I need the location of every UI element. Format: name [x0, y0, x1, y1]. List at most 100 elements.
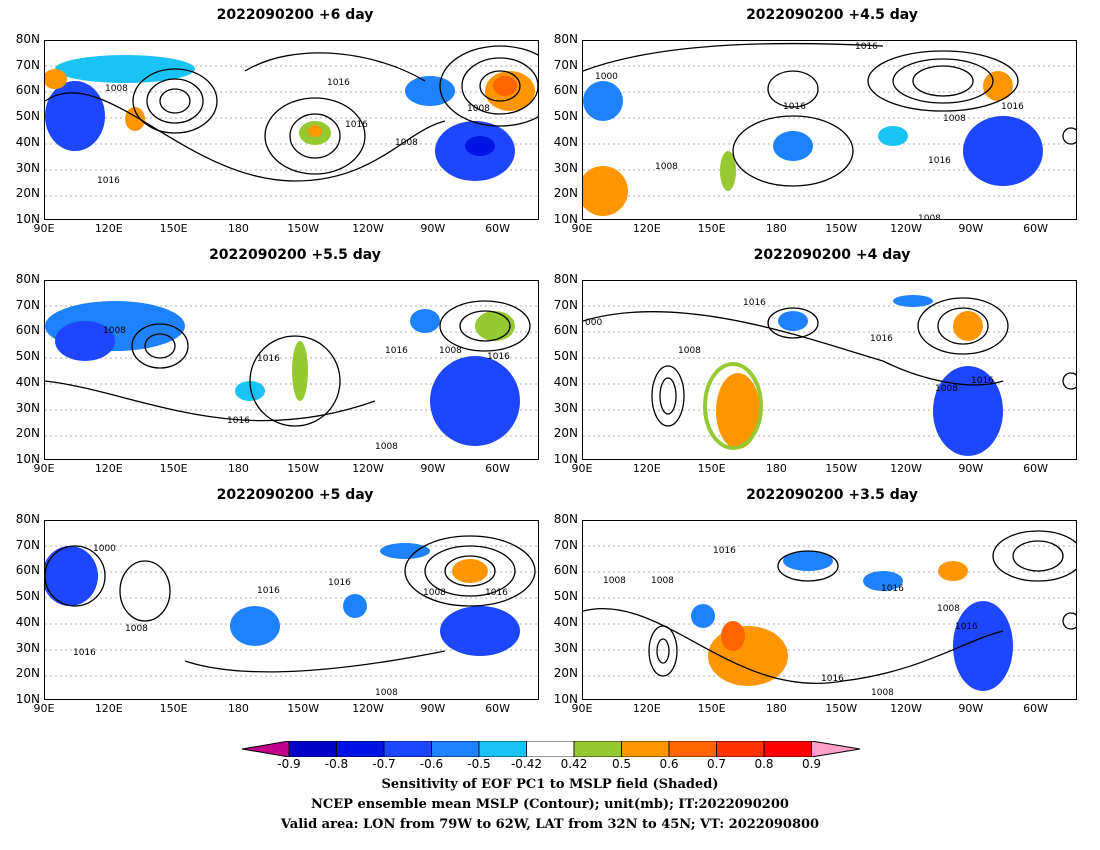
lat-tick-label: 70N: [553, 57, 578, 72]
lat-tick-label: 40N: [15, 134, 40, 149]
lat-tick-label: 60N: [553, 563, 578, 578]
contour-label: 1016: [881, 584, 904, 594]
colorbar-tick-label: 0.6: [659, 757, 679, 771]
contour-label: 1008: [678, 346, 701, 356]
lat-tick-label: 70N: [15, 297, 40, 312]
contour-label: 1016: [345, 120, 368, 130]
colorbar-tick-label: -0.5: [467, 757, 491, 771]
contour-label: 1016: [743, 298, 766, 308]
contour-label: 1008: [375, 442, 398, 452]
contour-label: 1016: [713, 546, 736, 556]
lon-tick-label: 150W: [287, 702, 320, 715]
lat-tick-label: 10N: [553, 451, 578, 466]
map-graphic-4: 1016 000 1008 1016 1008 1016: [583, 295, 1076, 456]
map-graphic-2: 1016 1000 1016 1008 1016 1008 1016 1008: [583, 42, 1076, 220]
caption-contour: NCEP ensemble mean MSLP (Contour); unit(…: [311, 797, 789, 812]
lat-tick-label: 10N: [553, 691, 578, 706]
lon-tick-label: 60W: [485, 702, 511, 715]
lon-tick-label: 60W: [485, 462, 511, 475]
map-panel-6: 1016 1008 1008 1016 1008 1016 1016 1008: [582, 520, 1077, 700]
panel-title-4: 2022090200 +4 day: [753, 247, 911, 263]
colorbar-segment: [431, 741, 480, 757]
lon-tick-label: 90W: [420, 702, 446, 715]
lon-tick-label: 90W: [420, 222, 446, 235]
lon-tick-label: 90E: [571, 222, 593, 235]
lon-tick-label: 90E: [33, 462, 55, 475]
shade-blue: [405, 76, 455, 106]
colorbar-tick-label: 0.7: [706, 757, 727, 771]
contour-label: 000: [585, 318, 602, 328]
panel-title-1: 2022090200 +6 day: [216, 7, 374, 23]
lat-tick-label: 30N: [15, 640, 40, 655]
lat-tick-label: 60N: [553, 83, 578, 98]
map-panel-4: 1016 000 1008 1016 1008 1016: [582, 280, 1077, 460]
contour-label: 1016: [1001, 102, 1024, 112]
map-graphic-3: 1008 1016 1016 1016 1008 1016 1008: [45, 300, 538, 452]
lat-tick-label: 10N: [15, 691, 40, 706]
contour-label: 1016: [485, 588, 508, 598]
lat-tick-label: 10N: [15, 211, 40, 226]
lon-tick-label: 150W: [825, 702, 858, 715]
lat-tick-label: 50N: [15, 349, 40, 364]
contour-label: 1008: [467, 104, 490, 114]
colorbar-tick-label: 0.5: [611, 757, 632, 771]
lat-tick-label: 60N: [15, 323, 40, 338]
contour-label: 1008: [871, 688, 894, 698]
contour-label: 1016: [955, 622, 978, 632]
colorbar-segment: [763, 741, 812, 757]
lon-tick-label: 150E: [697, 462, 726, 475]
contour-label: 1016: [257, 586, 280, 596]
caption-shaded: Sensitivity of EOF PC1 to MSLP field (Sh…: [381, 777, 719, 792]
lat-tick-label: 40N: [553, 374, 578, 389]
colorbar-tick-label: -0.9: [277, 757, 301, 771]
colorbar-segment: [573, 741, 622, 757]
lon-tick-label: 90E: [33, 702, 55, 715]
shade-orange: [308, 125, 322, 137]
lon-tick-label: 120W: [352, 702, 384, 715]
panel-title-3: 2022090200 +5.5 day: [209, 247, 381, 263]
lon-tick-label: 120E: [632, 222, 661, 235]
map-panel-3: 1008 1016 1016 1016 1008 1016 1008: [44, 280, 539, 460]
contour-label: 1008: [935, 384, 958, 394]
map-graphic-1: 1008 1016 1016 1008 1008 1016: [45, 45, 538, 197]
contour-label: 1016: [385, 346, 408, 356]
lat-tick-label: 30N: [553, 400, 578, 415]
contour-label: 1008: [375, 688, 398, 698]
contour-label: 1016: [783, 102, 806, 112]
colorbar-tick-label: -0.42: [510, 757, 543, 771]
lon-tick-label: 150E: [697, 222, 726, 235]
lat-tick-label: 20N: [553, 666, 578, 681]
contour-label: 1016: [821, 674, 844, 684]
lat-tick-label: 50N: [553, 349, 578, 364]
lat-tick-label: 80N: [15, 272, 40, 286]
lon-tick-label: 180: [227, 702, 249, 715]
lon-tick-label: 60W: [1023, 702, 1049, 715]
lon-tick-label: 90W: [958, 702, 984, 715]
lon-tick-label: 90W: [420, 462, 446, 475]
colorbar-tick-label: -0.6: [419, 757, 444, 771]
contour-label: 1016: [227, 416, 250, 426]
lat-tick-label: 50N: [553, 589, 578, 604]
lon-tick-label: 150E: [159, 222, 188, 235]
lon-tick-label: 120E: [94, 702, 123, 715]
lat-tick-label: 40N: [553, 614, 578, 629]
contour-label: 1008: [439, 346, 462, 356]
caption-valid-area: Valid area: LON from 79W to 62W, LAT fro…: [280, 817, 820, 832]
contour-label: 1008: [918, 214, 941, 220]
lon-tick-label: 150E: [159, 462, 188, 475]
map-graphic-6: 1016 1008 1008 1016 1008 1016 1016 1008: [583, 530, 1076, 698]
lat-tick-label: 40N: [15, 374, 40, 389]
lat-tick-label: 20N: [15, 426, 40, 441]
contour-label: 1008: [103, 326, 126, 336]
lat-tick-label: 70N: [553, 297, 578, 312]
contour-label: 1008: [937, 604, 960, 614]
colorbar-tick-label: 0.9: [801, 757, 822, 771]
lon-tick-label: 150E: [159, 702, 188, 715]
lat-tick-label: 30N: [15, 400, 40, 415]
lon-tick-label: 180: [765, 462, 787, 475]
lon-tick-label: 150W: [825, 462, 858, 475]
lon-tick-label: 180: [765, 702, 787, 715]
lon-tick-label: 120E: [632, 702, 661, 715]
contour-label: 1008: [423, 588, 446, 598]
lat-tick-label: 10N: [553, 211, 578, 226]
